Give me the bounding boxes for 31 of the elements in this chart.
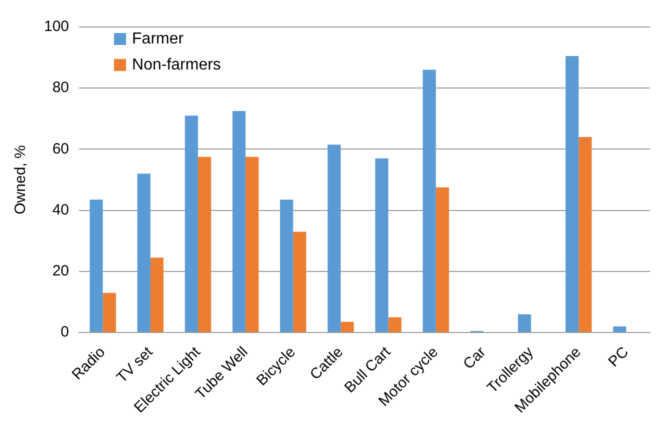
bar — [280, 200, 294, 332]
bar — [198, 156, 212, 332]
legend-label: Farmer — [132, 30, 184, 48]
bar — [150, 258, 164, 332]
legend-label: Non-farmers — [132, 56, 221, 74]
x-tick-label: PC — [605, 344, 632, 370]
bar — [375, 158, 388, 332]
bar — [422, 70, 436, 332]
bar — [578, 136, 592, 332]
x-tick-label: Car — [460, 344, 490, 373]
bar — [102, 292, 116, 332]
bar — [518, 314, 532, 332]
bar — [137, 174, 150, 332]
bar — [613, 326, 626, 332]
y-tick-label: 20 — [52, 262, 70, 280]
bar — [328, 144, 341, 332]
bar — [293, 232, 306, 332]
bar — [232, 111, 246, 332]
bar — [436, 187, 449, 332]
y-tick-label: 80 — [52, 79, 70, 96]
y-tick-label: 100 — [44, 18, 70, 36]
y-tick-label: 40 — [52, 201, 70, 218]
bar — [388, 317, 402, 332]
bar — [246, 156, 259, 332]
bar — [184, 116, 198, 332]
bar — [566, 56, 579, 332]
y-tick-label: 60 — [52, 140, 70, 158]
bar — [340, 322, 354, 332]
y-axis-title: Owned, % — [12, 145, 30, 214]
y-tick-label: 0 — [60, 324, 70, 341]
bar — [90, 200, 103, 332]
